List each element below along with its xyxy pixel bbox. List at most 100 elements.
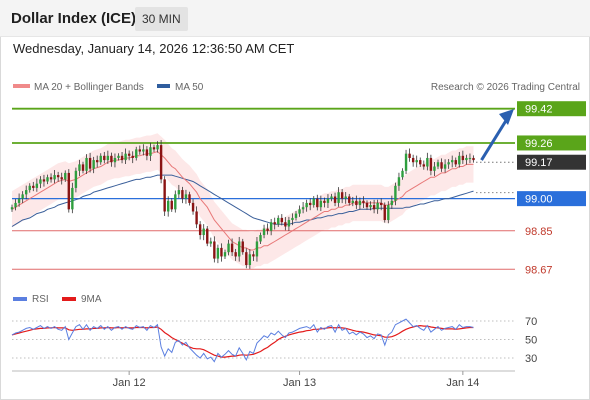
candle	[362, 196, 365, 209]
candle	[191, 199, 195, 215]
candle	[85, 154, 88, 175]
candle	[351, 196, 354, 207]
candle-body	[465, 157, 468, 161]
candle	[383, 202, 386, 223]
candle	[167, 196, 170, 217]
candle	[60, 172, 63, 185]
candle-body	[159, 145, 163, 180]
candle	[337, 187, 340, 207]
candle	[206, 226, 209, 247]
candle	[81, 161, 85, 174]
candle	[397, 172, 401, 191]
candle	[451, 155, 454, 168]
candle	[426, 152, 429, 171]
candle	[28, 183, 31, 193]
candle	[198, 221, 202, 240]
candle-body	[152, 147, 156, 150]
candle-body	[419, 160, 422, 165]
candle	[433, 162, 436, 176]
x-tick-label: Jan 14	[446, 377, 479, 389]
candle-body	[195, 211, 198, 225]
candle-body	[397, 177, 401, 186]
candle-body	[344, 196, 347, 199]
candle	[184, 189, 188, 204]
candle	[25, 185, 28, 200]
candle	[394, 182, 397, 206]
candle	[188, 191, 191, 206]
level-tag-1	[517, 135, 586, 151]
candle	[241, 238, 244, 255]
rsi-tick-30: 30	[525, 353, 537, 365]
candle-body	[21, 194, 24, 199]
timeframe-button[interactable]: 30 MIN	[135, 7, 188, 31]
candle-body	[220, 247, 223, 257]
candle	[145, 146, 149, 161]
candle	[404, 149, 408, 175]
candle-body	[273, 222, 276, 225]
candle	[259, 232, 262, 245]
candle-body	[291, 217, 294, 221]
candle-body	[81, 164, 85, 171]
candle-body	[429, 157, 433, 171]
legend-swatch-rsi	[13, 297, 27, 301]
level-tag-3	[517, 191, 586, 207]
candle	[340, 189, 344, 204]
candle-body	[404, 153, 408, 171]
candle	[127, 150, 131, 161]
candle-body	[472, 157, 475, 161]
candle	[209, 237, 212, 247]
legend-label-rsi: RSI	[32, 294, 49, 305]
candle-body	[17, 198, 21, 203]
level-text-1: 99.26	[525, 138, 553, 150]
candle	[316, 194, 319, 211]
candle-body	[355, 200, 358, 206]
candle-body	[174, 194, 177, 210]
candle	[135, 146, 138, 161]
candle	[291, 213, 294, 226]
candle-body	[209, 241, 212, 244]
candle	[159, 139, 163, 184]
candle	[454, 157, 457, 167]
candle-body	[337, 192, 340, 203]
candle-body	[163, 179, 166, 212]
candle-body	[10, 207, 14, 210]
ma50-line	[11, 174, 474, 227]
instrument-title: Dollar Index (ICE)	[11, 10, 137, 27]
candle	[273, 217, 276, 230]
candle-body	[234, 252, 237, 257]
candle	[223, 249, 227, 260]
candle-body	[138, 149, 141, 152]
candle	[269, 218, 273, 236]
x-axis: Jan 12 Jan 13 Jan 14	[12, 370, 515, 389]
candle-body	[333, 196, 337, 203]
candle-body	[92, 160, 95, 169]
candle	[46, 174, 49, 185]
candle-body	[348, 196, 351, 203]
legend-swatch-9ma	[62, 297, 76, 301]
candle-body	[426, 157, 429, 167]
candle	[380, 198, 383, 211]
candle-body	[454, 160, 457, 165]
candle-body	[177, 190, 181, 195]
candle-body	[458, 155, 461, 165]
candle	[309, 198, 312, 211]
candle	[333, 192, 337, 207]
candle-body	[216, 247, 220, 259]
rsi-legend: RSI 9MA	[13, 294, 102, 305]
level-text-support-4: 98.85	[525, 226, 553, 238]
candle-body	[312, 198, 315, 206]
candle-body	[167, 200, 170, 212]
candle-body	[284, 222, 287, 227]
candle	[181, 186, 184, 204]
candle-body	[71, 187, 74, 210]
level-label-1: 99.26	[517, 135, 586, 151]
candle-body	[372, 205, 376, 210]
level-lines	[12, 107, 515, 270]
candle	[312, 196, 315, 208]
bollinger-band-layer	[12, 133, 474, 269]
candle	[301, 202, 305, 214]
candle-body	[443, 164, 447, 169]
candle-body	[230, 243, 234, 253]
copyright-text: Research © 2026 Trading Central	[431, 82, 580, 93]
